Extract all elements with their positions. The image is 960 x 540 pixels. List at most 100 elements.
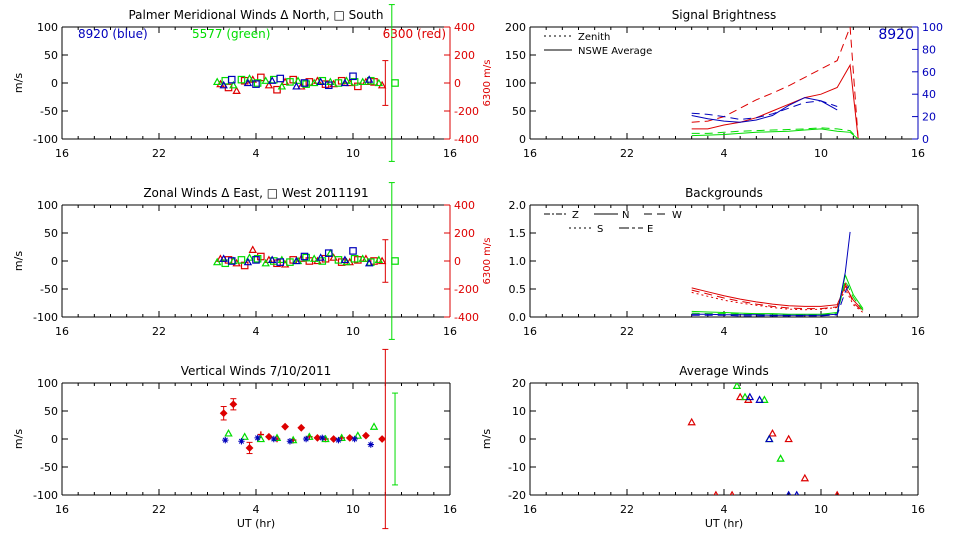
data-point-blue [340, 255, 350, 264]
x-tick-label: 22 [152, 325, 166, 338]
data-point-red [281, 422, 290, 431]
panel-average: Average Winds 16 22 4 10 16 20 10 0 -10 -20 m/s UT (… [480, 364, 925, 530]
x-tick-label: 16 [523, 325, 537, 338]
data-point-green [240, 432, 249, 440]
data-point-blue [367, 441, 374, 448]
data-point-green [326, 248, 335, 257]
data-point-blue [765, 434, 774, 443]
x-tick-label: 22 [620, 325, 634, 338]
series-line-red-1 [691, 63, 859, 139]
data-point-red [729, 490, 735, 495]
right-y-tick-label: 400 [454, 21, 475, 34]
y-tick-label: 150 [505, 49, 526, 62]
data-point-green [309, 254, 319, 262]
x-tick-label: 22 [152, 147, 166, 160]
x-tick-label: 10 [346, 503, 360, 516]
y-axis-label: m/s [12, 429, 25, 449]
error-bar-red [382, 348, 389, 530]
error-bar-red [220, 406, 227, 421]
data-point-green [353, 431, 363, 439]
data-point-green [366, 76, 375, 85]
error-bar-green [388, 182, 395, 340]
data-point-red [834, 490, 840, 495]
right-y-tick-label: -400 [454, 311, 479, 324]
x-tick-label: 4 [721, 325, 728, 338]
right-y-tick-label: 60 [922, 66, 936, 79]
data-point-red [313, 433, 322, 442]
y-tick-label: -20 [508, 489, 526, 502]
data-point-blue [316, 253, 325, 261]
data-point-green [277, 81, 287, 90]
data-point-green [350, 254, 359, 263]
data-point-red [273, 85, 281, 94]
y-tick-label: 0.5 [509, 283, 527, 296]
data-point-blue [349, 72, 357, 81]
right-y-tick-label: 200 [454, 227, 475, 240]
y-tick-label: 100 [37, 199, 58, 212]
legend-label: Z [572, 210, 579, 221]
data-point-blue [238, 438, 245, 445]
x-axis-label: UT (hr) [237, 517, 275, 530]
data-point-red [232, 86, 241, 95]
x-tick-label: 16 [443, 325, 457, 338]
y-tick-label: 100 [37, 21, 58, 34]
y-tick-label: 2.0 [509, 199, 527, 212]
data-point-red [362, 431, 370, 440]
axes-frame [529, 382, 919, 496]
data-point-green [212, 257, 222, 266]
data-point-green [369, 422, 379, 430]
y-tick-label: -100 [33, 311, 58, 324]
legend-label: S [597, 224, 603, 235]
data-point-red [264, 80, 274, 89]
x-tick-label: 16 [911, 147, 925, 160]
series-line-red-1 [691, 281, 864, 312]
data-point-green [350, 78, 359, 86]
data-point-green [740, 392, 750, 401]
y-tick-label: 1.5 [509, 227, 527, 240]
x-tick-label: 16 [55, 325, 69, 338]
data-point-red [784, 434, 793, 443]
y-tick-label: 100 [505, 77, 526, 90]
right-y-tick-label: 100 [922, 21, 943, 34]
y-tick-label: 50 [44, 49, 58, 62]
panel-group: Palmer Meridional Winds Δ North, □ South… [12, 4, 943, 530]
data-point-green [302, 253, 310, 262]
data-point-blue [270, 435, 277, 443]
panel-title: Average Winds [679, 364, 769, 378]
data-point-green [245, 74, 254, 82]
data-point-blue [786, 490, 792, 495]
panel-title: Backgrounds [685, 186, 763, 200]
data-point-blue [319, 434, 326, 442]
axes-frame [529, 26, 918, 140]
data-point-green [305, 432, 314, 440]
y-tick-label: 0 [519, 133, 526, 146]
data-point-red [265, 432, 273, 441]
y-tick-label: 0 [519, 433, 526, 446]
plot-area [212, 245, 399, 270]
data-point-green [358, 254, 367, 262]
data-point-blue [267, 255, 277, 264]
data-point-blue [364, 75, 374, 83]
legend: Z N W S E [544, 210, 682, 235]
data-point-green [237, 256, 246, 264]
right-y-tick-label: 400 [454, 199, 475, 212]
data-point-green [732, 383, 742, 389]
y-tick-label: -100 [33, 133, 58, 146]
data-point-green [391, 257, 399, 265]
plot-area [219, 400, 387, 452]
data-point-red [329, 435, 338, 443]
x-tick-label: 16 [55, 503, 69, 516]
x-tick-label: 16 [523, 503, 537, 516]
x-tick-label: 22 [620, 503, 634, 516]
error-bar-green [392, 392, 399, 486]
data-point-green [334, 256, 343, 264]
y-tick-label: 50 [512, 105, 526, 118]
data-point-red [378, 435, 387, 443]
data-point-green [334, 79, 343, 87]
x-tick-label: 4 [253, 325, 260, 338]
y-tick-label: 10 [512, 405, 526, 418]
panel-backgrounds: Backgrounds 16 22 4 10 16 2.0 1.5 1.0 0.5 0.0 Z N W S E [509, 186, 926, 338]
plot-area [687, 383, 840, 495]
x-tick-label: 10 [814, 147, 828, 160]
y-tick-label: -50 [40, 461, 58, 474]
